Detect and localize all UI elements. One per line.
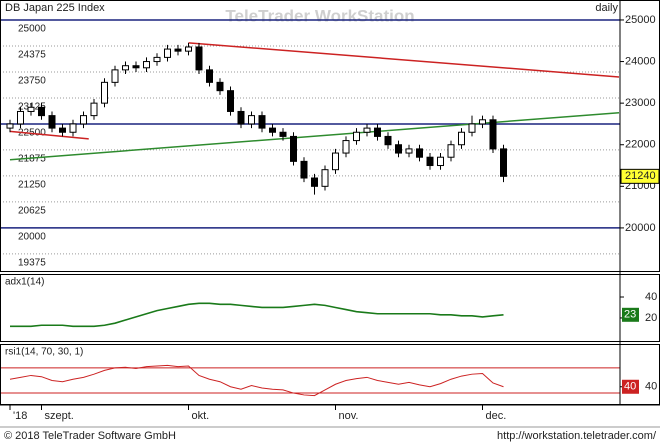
candle-body xyxy=(395,144,402,154)
candle-body xyxy=(332,152,339,171)
last-value-box xyxy=(622,307,639,322)
candle-body xyxy=(311,177,318,187)
x-tick-label: szept. xyxy=(45,410,74,422)
url: http://workstation.teletrader.com/ xyxy=(497,430,657,442)
copyright: © 2018 TeleTrader Software GmbH xyxy=(4,430,176,442)
candle-body xyxy=(479,119,486,125)
chart-title: DB Japan 225 Index xyxy=(5,2,105,14)
candle-body xyxy=(363,127,371,133)
candle-body xyxy=(164,48,171,58)
candle-body xyxy=(279,131,287,137)
left-tick-label: 19375 xyxy=(18,258,46,269)
candle-body xyxy=(447,144,455,158)
candle-body xyxy=(38,106,45,117)
y-tick-label: 20000 xyxy=(625,222,656,234)
interval: daily xyxy=(595,2,618,14)
candle-body xyxy=(195,46,203,71)
left-tick-label: 23750 xyxy=(18,76,46,87)
candle-body xyxy=(321,169,329,187)
y-tick-label: 25000 xyxy=(625,14,656,26)
left-tick-label: 21875 xyxy=(18,154,46,165)
candle-body xyxy=(59,127,66,133)
y-tick-label: 24000 xyxy=(625,55,656,67)
candle-body xyxy=(185,46,192,52)
candle-body xyxy=(416,148,423,158)
candle-body xyxy=(48,115,56,129)
trend-line xyxy=(9,130,89,140)
candle-body xyxy=(489,119,497,150)
candle-body xyxy=(300,160,308,179)
candle-body xyxy=(206,69,213,83)
y-tick-label: 40 xyxy=(645,381,657,393)
candle-body xyxy=(69,123,77,133)
y-tick-label: 20 xyxy=(645,312,657,324)
indicator-line xyxy=(10,302,504,328)
candle-body xyxy=(111,69,119,83)
candle-body xyxy=(248,115,255,125)
candle-body xyxy=(132,65,140,69)
x-tick-label: '18 xyxy=(13,410,27,422)
candle-body xyxy=(143,61,150,69)
y-tick-label: 22000 xyxy=(625,139,656,151)
candle-body xyxy=(237,110,245,125)
y-tick-label: 23000 xyxy=(625,97,656,109)
last-value-box xyxy=(622,379,639,394)
candle-body xyxy=(500,148,507,177)
candle-body xyxy=(227,90,234,112)
last-value: 23 xyxy=(624,309,636,321)
candle-body xyxy=(374,127,381,137)
candle-body xyxy=(122,65,129,71)
candle-body xyxy=(258,115,266,129)
candle-body xyxy=(153,56,161,63)
candle-body xyxy=(101,81,108,104)
left-tick-label: 25000 xyxy=(18,24,46,35)
x-tick-label: nov. xyxy=(339,410,359,422)
y-tick-label: 40 xyxy=(645,291,657,303)
candle-body xyxy=(353,131,360,142)
indicator-line xyxy=(9,364,504,397)
trend-line xyxy=(9,111,620,161)
candle-body xyxy=(17,110,24,125)
trend-line xyxy=(188,42,620,78)
candle-body xyxy=(27,106,35,112)
panel-title: adx1(14) xyxy=(5,277,44,288)
candle-body xyxy=(216,81,224,92)
last-value: 21240 xyxy=(625,170,656,182)
x-tick-label: okt. xyxy=(192,410,210,422)
watermark: TeleTrader WorkStation xyxy=(225,6,414,25)
left-tick-label: 20000 xyxy=(18,232,46,243)
candle-body xyxy=(342,140,350,154)
left-tick-label: 24375 xyxy=(18,50,46,61)
panel-title: rsi1(14, 70, 30, 1) xyxy=(5,347,83,358)
x-tick-label: dec. xyxy=(486,410,507,422)
candle-body xyxy=(174,48,182,52)
last-value: 40 xyxy=(624,381,636,393)
left-tick-label: 20625 xyxy=(18,206,46,217)
candle-body xyxy=(458,131,465,146)
candle-body xyxy=(290,135,297,162)
candle-body xyxy=(468,123,476,133)
candle-body xyxy=(437,156,444,167)
candle-body xyxy=(269,127,276,133)
candle-body xyxy=(80,115,87,125)
left-tick-label: 21250 xyxy=(18,180,46,191)
candle-body xyxy=(384,135,392,146)
candle-body xyxy=(6,123,14,129)
candle-body xyxy=(426,156,434,167)
candle-body xyxy=(405,148,413,154)
candle-body xyxy=(90,102,98,117)
